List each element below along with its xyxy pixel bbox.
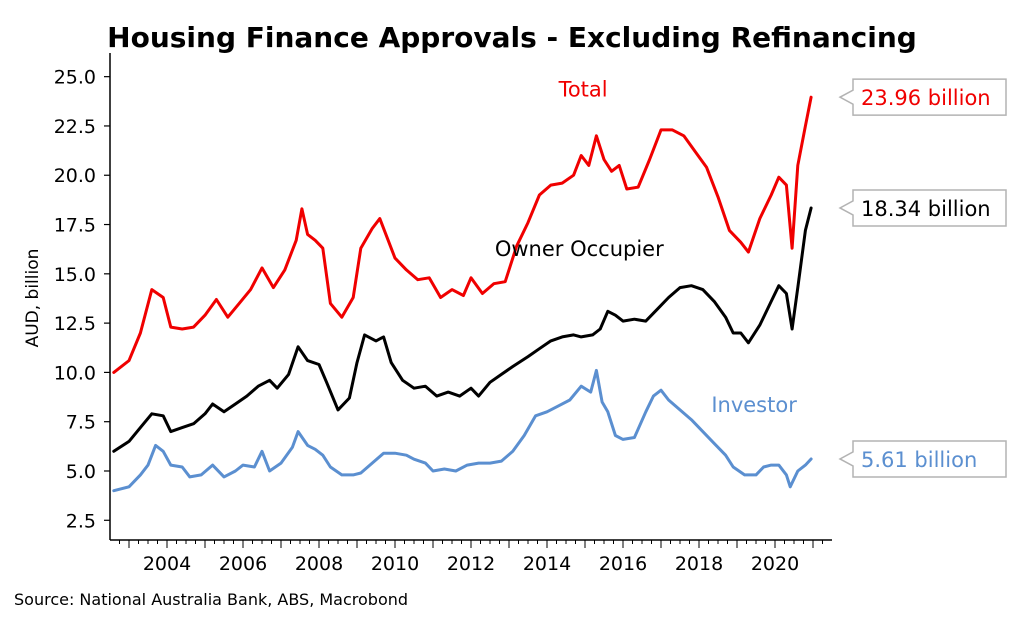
x-tick-label: 2004 <box>143 553 191 575</box>
x-tick-label: 2020 <box>751 553 799 575</box>
source-note: Source: National Australia Bank, ABS, Ma… <box>14 590 409 609</box>
x-ticks: 2004 2006 2008 2010 2012 2014 2016 2018 2020 <box>119 540 823 575</box>
series-annotations: Total Owner Occupier Investor <box>495 77 797 416</box>
y-tick-label: 10.0 <box>54 362 96 384</box>
end-value-labels: 23.96 billion 18.34 billion 5.61 billion <box>838 78 1007 478</box>
y-tick-label: 2.5 <box>66 510 96 532</box>
x-tick-label: 2010 <box>371 553 419 575</box>
series-line-owner-occupier <box>112 206 813 453</box>
x-tick-label: 2014 <box>523 553 571 575</box>
chart-title: Housing Finance Approvals - Excluding Re… <box>107 21 917 54</box>
y-tick-label: 12.5 <box>54 313 96 335</box>
x-tick-label: 2018 <box>675 553 723 575</box>
end-label-box <box>838 78 1007 116</box>
end-label-box <box>838 189 1007 227</box>
series-line-investor <box>112 368 813 493</box>
y-tick-label: 15.0 <box>54 264 96 286</box>
y-tick-label: 22.5 <box>54 116 96 138</box>
y-tick-label: 20.0 <box>54 165 96 187</box>
y-axis-label: AUD, billion <box>23 249 43 348</box>
y-ticks: 2.5 5.0 7.5 10.0 12.5 15.0 17.5 20.0 22.5 25.0 <box>54 67 110 532</box>
x-tick-label: 2006 <box>219 553 267 575</box>
y-tick-label: 25.0 <box>54 67 96 89</box>
series-lines <box>112 95 813 493</box>
x-tick-label: 2012 <box>447 553 495 575</box>
end-label-box <box>838 440 1007 478</box>
series-annotation: Total <box>558 77 608 101</box>
end-value-label: 18.34 billion <box>861 197 991 221</box>
series-line-total <box>112 95 813 374</box>
y-tick-label: 5.0 <box>66 461 96 483</box>
x-tick-label: 2008 <box>295 553 343 575</box>
end-value-label: 23.96 billion <box>861 86 991 110</box>
y-tick-label: 7.5 <box>66 412 96 434</box>
series-annotation: Owner Occupier <box>495 237 664 261</box>
end-value-label: 5.61 billion <box>861 448 977 472</box>
x-tick-label: 2016 <box>599 553 647 575</box>
y-tick-label: 17.5 <box>54 215 96 237</box>
series-annotation: Investor <box>711 393 797 417</box>
